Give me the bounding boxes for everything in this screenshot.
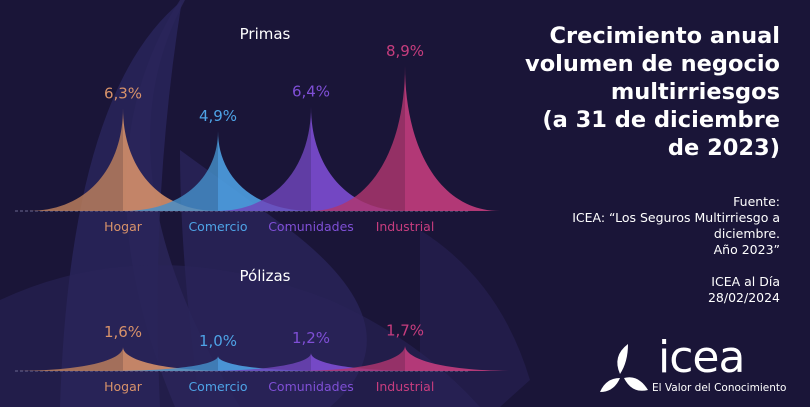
source-line: ICEA al Día bbox=[711, 274, 780, 289]
peak-comunidades-left bbox=[199, 353, 311, 371]
value-label: 4,9% bbox=[199, 107, 237, 125]
category-label: Comercio bbox=[188, 219, 247, 234]
source-line: Fuente: bbox=[733, 194, 780, 209]
peak-hogar-left bbox=[28, 108, 123, 211]
peak-industrial-right bbox=[405, 65, 500, 212]
source-note: Fuente: ICEA: “Los Seguros Multirriesgo … bbox=[572, 194, 780, 306]
peak-comunidades-left bbox=[216, 106, 311, 211]
title-line: (a 31 de diciembre bbox=[542, 107, 780, 133]
chart-panel-primas: Primas 6,3% Hogar 4,9% Comercio 6,4% Comunidad… bbox=[15, 25, 500, 234]
logo-tagline: El Valor del Conocimiento bbox=[652, 382, 787, 394]
chart-panel-polizas: Pólizas 1,6% Hogar 1,0% Comercio 1,2% Comunida… bbox=[11, 267, 517, 394]
peak-comercio-left bbox=[106, 356, 218, 371]
category-label: Comercio bbox=[188, 379, 247, 394]
peak-comercio-right bbox=[218, 131, 313, 211]
peak-comunidades-right bbox=[311, 353, 423, 371]
peak-comercio-left bbox=[123, 131, 218, 211]
value-label: 8,9% bbox=[386, 42, 424, 60]
value-label: 1,6% bbox=[104, 323, 142, 341]
icea-logo: icea El Valor del Conocimiento bbox=[598, 332, 798, 400]
source-line: ICEA: “Los Seguros Multirriesgo a bbox=[572, 210, 780, 225]
title-line: de 2023) bbox=[667, 135, 780, 161]
source-line: diciembre. bbox=[713, 226, 780, 241]
source-line: 28/02/2024 bbox=[707, 290, 780, 305]
peak-comunidades-right bbox=[311, 106, 406, 211]
value-label: 6,3% bbox=[104, 84, 142, 102]
chart-title: Crecimiento anual volumen de negocio mul… bbox=[480, 22, 780, 162]
category-label: Hogar bbox=[104, 379, 143, 394]
category-label: Hogar bbox=[104, 219, 143, 234]
source-line: Año 2023” bbox=[713, 242, 780, 257]
panel-title: Pólizas bbox=[240, 267, 291, 285]
value-label: 1,7% bbox=[386, 322, 424, 340]
category-label: Industrial bbox=[376, 219, 435, 234]
peak-hogar-right bbox=[123, 108, 218, 211]
peak-hogar-left bbox=[11, 347, 123, 371]
title-line: Crecimiento anual bbox=[549, 23, 780, 49]
peak-industrial-right bbox=[405, 345, 517, 371]
value-label: 1,0% bbox=[199, 332, 237, 350]
value-label: 1,2% bbox=[292, 329, 330, 347]
title-line: volumen de negocio bbox=[525, 51, 780, 77]
category-label: Industrial bbox=[376, 379, 435, 394]
category-label: Comunidades bbox=[268, 219, 354, 234]
peak-comercio-right bbox=[218, 356, 330, 371]
icea-leaf-icon bbox=[600, 344, 648, 392]
peak-hogar-right bbox=[123, 347, 235, 371]
peak-industrial-left bbox=[293, 345, 405, 371]
logo-wordmark: icea bbox=[658, 332, 745, 383]
peak-industrial-left bbox=[310, 65, 405, 212]
panel-title: Primas bbox=[240, 25, 291, 43]
title-line: multirriesgos bbox=[610, 79, 780, 105]
value-label: 6,4% bbox=[292, 83, 330, 101]
category-label: Comunidades bbox=[268, 379, 354, 394]
